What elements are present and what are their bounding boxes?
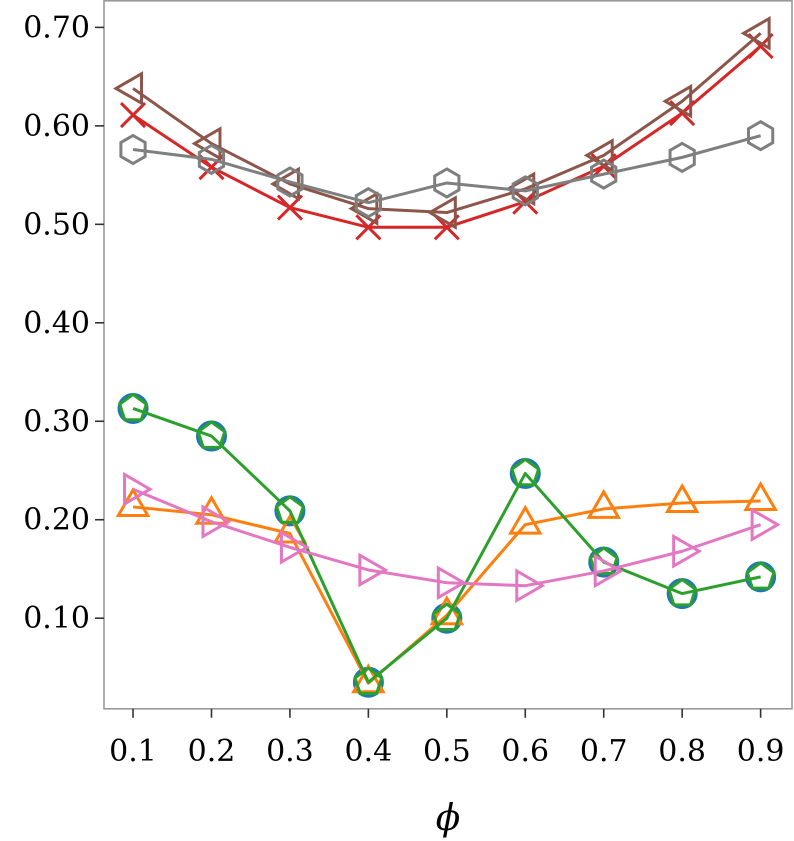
series-gray-hexagon-marker xyxy=(668,141,696,174)
series-green-pentagon-marker xyxy=(196,420,227,449)
x-tick-label: 0.3 xyxy=(266,734,314,769)
series-layer xyxy=(113,15,781,698)
series-red-x-line xyxy=(132,44,762,229)
series-pink-triangle-right xyxy=(123,471,781,604)
series-gray-hexagon-marker xyxy=(433,167,461,199)
series-gray-hexagon-marker xyxy=(119,133,147,166)
y-tick-label: 0.20 xyxy=(23,503,90,538)
x-tick-label: 0.8 xyxy=(658,734,706,769)
series-brown-triangle-left-marker xyxy=(740,15,771,51)
series-pink-triangle-right-marker xyxy=(436,565,467,601)
series-gray-hexagon-marker xyxy=(511,175,539,207)
series-green-pentagon-marker xyxy=(117,392,149,422)
series-green-pentagon-marker xyxy=(353,666,384,696)
series-brown-triangle-left-marker xyxy=(191,126,222,161)
y-tick-label: 0.30 xyxy=(23,404,90,439)
series-green-pentagon-marker xyxy=(274,495,306,524)
series-green-pentagon xyxy=(117,392,776,696)
series-green-pentagon-marker xyxy=(510,457,541,487)
series-orange-triangle-up-marker xyxy=(507,504,543,535)
x-tick-label: 0.6 xyxy=(501,734,549,769)
series-gray-hexagon-marker xyxy=(354,186,382,219)
x-tick-label: 0.5 xyxy=(423,734,471,769)
y-tick-label: 0.70 xyxy=(23,10,90,45)
series-pink-triangle-right-marker xyxy=(750,507,781,542)
series-pink-triangle-right-marker xyxy=(279,529,310,565)
x-axis: 0.1 0.2 0.3 0.4 0.5 0.6 0.7 0.8 0.9 xyxy=(109,708,785,769)
series-brown-triangle-left-marker xyxy=(583,138,614,173)
series-brown-triangle-left-line xyxy=(132,32,762,215)
plot-frame xyxy=(103,0,793,710)
series-green-pentagon-marker xyxy=(667,577,698,607)
y-tick-label: 0.40 xyxy=(23,306,90,341)
series-gray-hexagon-marker xyxy=(197,143,226,176)
series-green-pentagon-line xyxy=(132,407,761,684)
series-gray-hexagon xyxy=(119,119,775,219)
series-brown-triangle-left-marker xyxy=(426,195,457,230)
series-pink-triangle-right-marker xyxy=(358,552,389,588)
series-green-pentagon-marker xyxy=(588,546,619,575)
series-pink-triangle-right-marker xyxy=(201,504,232,540)
series-orange-triangle-up-marker xyxy=(351,663,386,694)
series-brown-triangle-left-marker xyxy=(662,83,693,119)
series-gray-hexagon-marker xyxy=(276,166,304,198)
series-gray-hexagon-line xyxy=(132,134,762,205)
series-pink-triangle-right-marker xyxy=(123,471,154,507)
series-orange-triangle-up-marker xyxy=(664,482,700,513)
y-tick-label: 0.10 xyxy=(23,601,90,636)
series-green-pentagon-marker xyxy=(431,602,462,632)
series-gray-hexagon-marker xyxy=(590,158,618,190)
x-tick-label: 0.1 xyxy=(109,734,157,769)
y-axis: 0.10 0.20 0.30 0.40 0.50 0.60 0.70 xyxy=(23,10,104,636)
series-pink-triangle-right-line xyxy=(132,487,762,588)
x-axis-label: ϕ xyxy=(436,798,461,839)
series-red-x-marker xyxy=(119,101,147,129)
series-green-pentagon-marker xyxy=(745,560,776,590)
x-tick-label: 0.2 xyxy=(188,734,236,769)
y-tick-label: 0.50 xyxy=(23,207,90,242)
series-orange-triangle-up-marker xyxy=(586,488,622,519)
series-orange-triangle-up-marker xyxy=(743,481,778,512)
series-pink-triangle-right-marker xyxy=(593,553,624,589)
series-pink-triangle-right-marker xyxy=(672,533,703,569)
x-tick-label: 0.9 xyxy=(737,734,785,769)
x-tick-label: 0.4 xyxy=(345,734,393,769)
x-tick-label: 0.7 xyxy=(580,734,628,769)
series-gray-hexagon-marker xyxy=(747,119,775,152)
y-tick-label: 0.60 xyxy=(23,109,90,144)
series-pink-triangle-right-marker xyxy=(515,568,546,604)
series-brown-triangle-left-marker xyxy=(113,71,144,106)
